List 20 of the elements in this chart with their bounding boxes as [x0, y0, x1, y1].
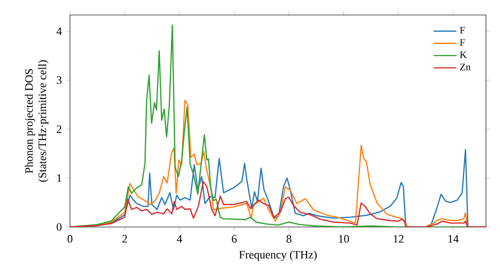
x-tick-label: 10	[339, 235, 349, 243]
x-tick-label: 4	[176, 235, 182, 243]
x-tick-label: 12	[394, 235, 404, 243]
x-tick-label: 8	[286, 235, 292, 243]
line-series	[70, 180, 486, 227]
y-axis-title: Phonon projected DOS (States/THz·primitive cell)	[24, 60, 48, 182]
x-axis-title: Frequency (THz)	[239, 250, 317, 261]
y-tick-label: 0	[56, 223, 62, 231]
legend-label: F	[460, 39, 465, 46]
x-tick-label: 0	[68, 235, 72, 243]
y-tick-label: 3	[56, 76, 62, 84]
legend-label: Zn	[460, 64, 471, 70]
y-tick-label: 1	[57, 174, 62, 182]
x-tick-label: 6	[232, 235, 237, 243]
x-tick-label: 14	[448, 235, 459, 243]
y-tick-label: 2	[56, 125, 62, 133]
legend-label: K	[460, 51, 467, 58]
y-tick-label: 4	[56, 27, 62, 35]
legend-label: F	[460, 26, 465, 34]
x-tick-label: 2	[122, 235, 127, 243]
